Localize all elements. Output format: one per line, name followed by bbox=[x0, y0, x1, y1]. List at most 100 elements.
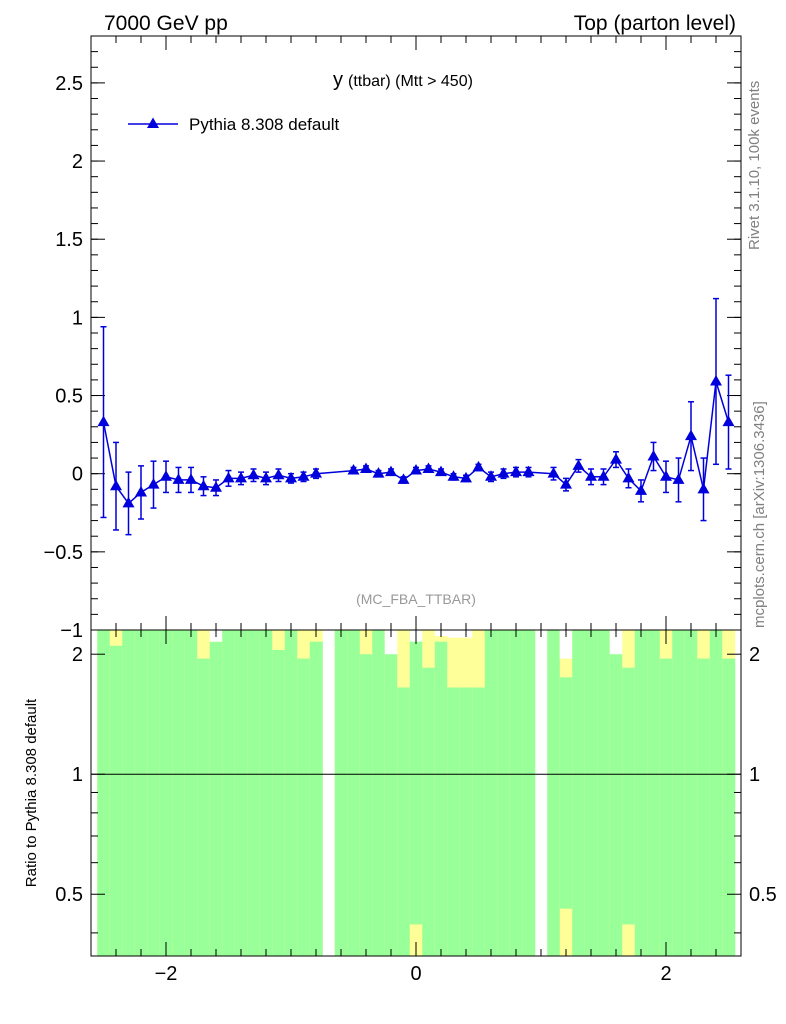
data-point-triangle bbox=[647, 449, 660, 461]
x-tick-label: −2 bbox=[155, 963, 178, 985]
rivet-version-label: Rivet 3.1.10, 100k events bbox=[746, 81, 763, 250]
ratio-band-1sigma bbox=[447, 687, 461, 956]
ratio-band-1sigma bbox=[697, 658, 711, 956]
data-point-triangle bbox=[472, 460, 485, 472]
ratio-band-1sigma bbox=[709, 630, 723, 956]
ratio-y-tick-label-right: 1 bbox=[749, 764, 760, 786]
ratio-plot-panel: 0.5 0.5 1 1 2 2 −2 0 2 Ratio to Pythia 8.308 de… bbox=[23, 629, 777, 985]
main-plot-panel: −1 −0.5 0 0.5 1 1.5 2 2.5 y (ttbar) (Mtt > 450)… bbox=[44, 35, 742, 642]
data-point-triangle bbox=[360, 462, 372, 473]
data-point-triangle bbox=[160, 470, 172, 481]
ratio-band-1sigma bbox=[372, 630, 386, 956]
mcplots-reference-label: mcplots.cern.ch [arXiv:1306.3436] bbox=[751, 401, 768, 628]
ratio-band-1sigma bbox=[497, 630, 511, 956]
data-point-triangle bbox=[697, 482, 710, 494]
ratio-band-1sigma bbox=[572, 630, 586, 956]
ratio-band-1sigma bbox=[609, 645, 623, 956]
data-point-triangle bbox=[522, 465, 535, 477]
data-point-triangle bbox=[247, 468, 260, 480]
data-point-triangle bbox=[597, 470, 610, 481]
ratio-band-1sigma bbox=[284, 630, 298, 956]
data-point-triangle bbox=[347, 464, 360, 475]
ratio-band-1sigma bbox=[597, 630, 611, 956]
main-y-tick-label: 0.5 bbox=[55, 386, 83, 408]
ratio-band-1sigma bbox=[647, 630, 661, 956]
data-point-triangle bbox=[260, 471, 272, 483]
ratio-band-1sigma bbox=[334, 630, 348, 956]
series-connecting-line bbox=[102, 381, 730, 505]
ratio-band-1sigma bbox=[197, 658, 211, 956]
data-point-triangle bbox=[197, 479, 210, 491]
ratio-plot-frame bbox=[90, 629, 742, 957]
ratio-band-1sigma bbox=[272, 649, 286, 956]
ratio-y-tick-label: 0.5 bbox=[55, 884, 83, 906]
ratio-band-1sigma bbox=[484, 630, 498, 956]
ratio-band-1sigma bbox=[147, 630, 161, 956]
x-tick-labels: −2 0 2 bbox=[155, 963, 672, 985]
ratio-band-1sigma bbox=[97, 630, 111, 956]
main-y-tick-label: −1 bbox=[60, 620, 83, 642]
ratio-band-1sigma bbox=[384, 641, 398, 956]
data-point-triangle bbox=[510, 465, 522, 477]
data-point-triangle bbox=[272, 468, 285, 480]
ratio-band-1sigma bbox=[422, 667, 436, 956]
ratio-band-1sigma bbox=[547, 630, 561, 956]
ratio-band-1sigma bbox=[584, 630, 598, 956]
data-point-triangle bbox=[185, 473, 197, 484]
data-point-triangle bbox=[122, 496, 135, 508]
ratio-band-1sigma bbox=[434, 641, 448, 956]
header-observable-label: Top (parton level) bbox=[574, 12, 736, 35]
data-point-triangle bbox=[397, 473, 410, 484]
data-point-triangle bbox=[560, 478, 572, 489]
data-point-triangle bbox=[447, 470, 460, 481]
data-point-triangle bbox=[110, 479, 122, 491]
ratio-uncertainty-bands bbox=[97, 630, 736, 956]
data-point-triangle bbox=[585, 470, 597, 481]
data-point-triangle bbox=[135, 485, 147, 497]
ratio-y-tick-labels: 0.5 0.5 1 1 2 2 bbox=[55, 644, 777, 906]
data-point-triangle bbox=[722, 415, 735, 427]
ratio-band-1sigma bbox=[159, 630, 173, 956]
ratio-band-gap bbox=[609, 630, 623, 655]
analysis-watermark: (MC_FBA_TTBAR) bbox=[356, 591, 476, 607]
ratio-band-gap bbox=[447, 630, 461, 637]
data-point-triangle bbox=[672, 473, 685, 484]
main-axis-ticks bbox=[90, 35, 742, 631]
main-y-tick-labels: −1 −0.5 0 0.5 1 1.5 2 2.5 bbox=[44, 73, 83, 642]
ratio-band-1sigma bbox=[634, 630, 648, 956]
ratio-y-tick-label: 1 bbox=[72, 764, 83, 786]
ratio-band-1sigma bbox=[184, 630, 198, 956]
ratio-band-1sigma bbox=[247, 630, 261, 956]
data-point-triangle bbox=[410, 464, 422, 475]
ratio-band-1sigma bbox=[222, 630, 236, 956]
data-point-triangle bbox=[222, 471, 235, 483]
plot-title-selection: (ttbar) (Mtt > 450) bbox=[348, 73, 473, 90]
data-point-triangle bbox=[660, 470, 672, 481]
ratio-band-1sigma bbox=[622, 667, 636, 925]
ratio-band-1sigma bbox=[359, 654, 373, 956]
data-point-triangle bbox=[172, 473, 185, 484]
data-point-triangle bbox=[547, 467, 560, 478]
ratio-band-1sigma bbox=[659, 658, 673, 956]
ratio-band-1sigma bbox=[234, 630, 248, 956]
x-tick-label: 0 bbox=[410, 963, 421, 985]
data-point-triangle bbox=[685, 429, 697, 441]
data-point-triangle bbox=[460, 471, 472, 483]
ratio-band-1sigma bbox=[297, 658, 311, 956]
ratio-band-1sigma bbox=[172, 630, 186, 956]
data-point-triangle bbox=[372, 467, 385, 478]
data-point-triangle bbox=[485, 470, 497, 481]
data-point-triangle bbox=[297, 470, 310, 481]
ratio-band-1sigma bbox=[209, 641, 223, 956]
ratio-band-1sigma bbox=[722, 658, 736, 956]
data-point-triangle bbox=[435, 465, 447, 477]
ratio-band-1sigma bbox=[309, 641, 323, 956]
main-y-tick-label: 1.5 bbox=[55, 229, 83, 251]
data-point-triangle bbox=[610, 453, 622, 464]
legend-triangle-marker bbox=[147, 117, 159, 128]
ratio-band-1sigma bbox=[672, 630, 686, 956]
data-point-triangle bbox=[422, 462, 435, 473]
ratio-band-gap bbox=[559, 630, 573, 659]
data-point-triangle bbox=[572, 459, 585, 470]
